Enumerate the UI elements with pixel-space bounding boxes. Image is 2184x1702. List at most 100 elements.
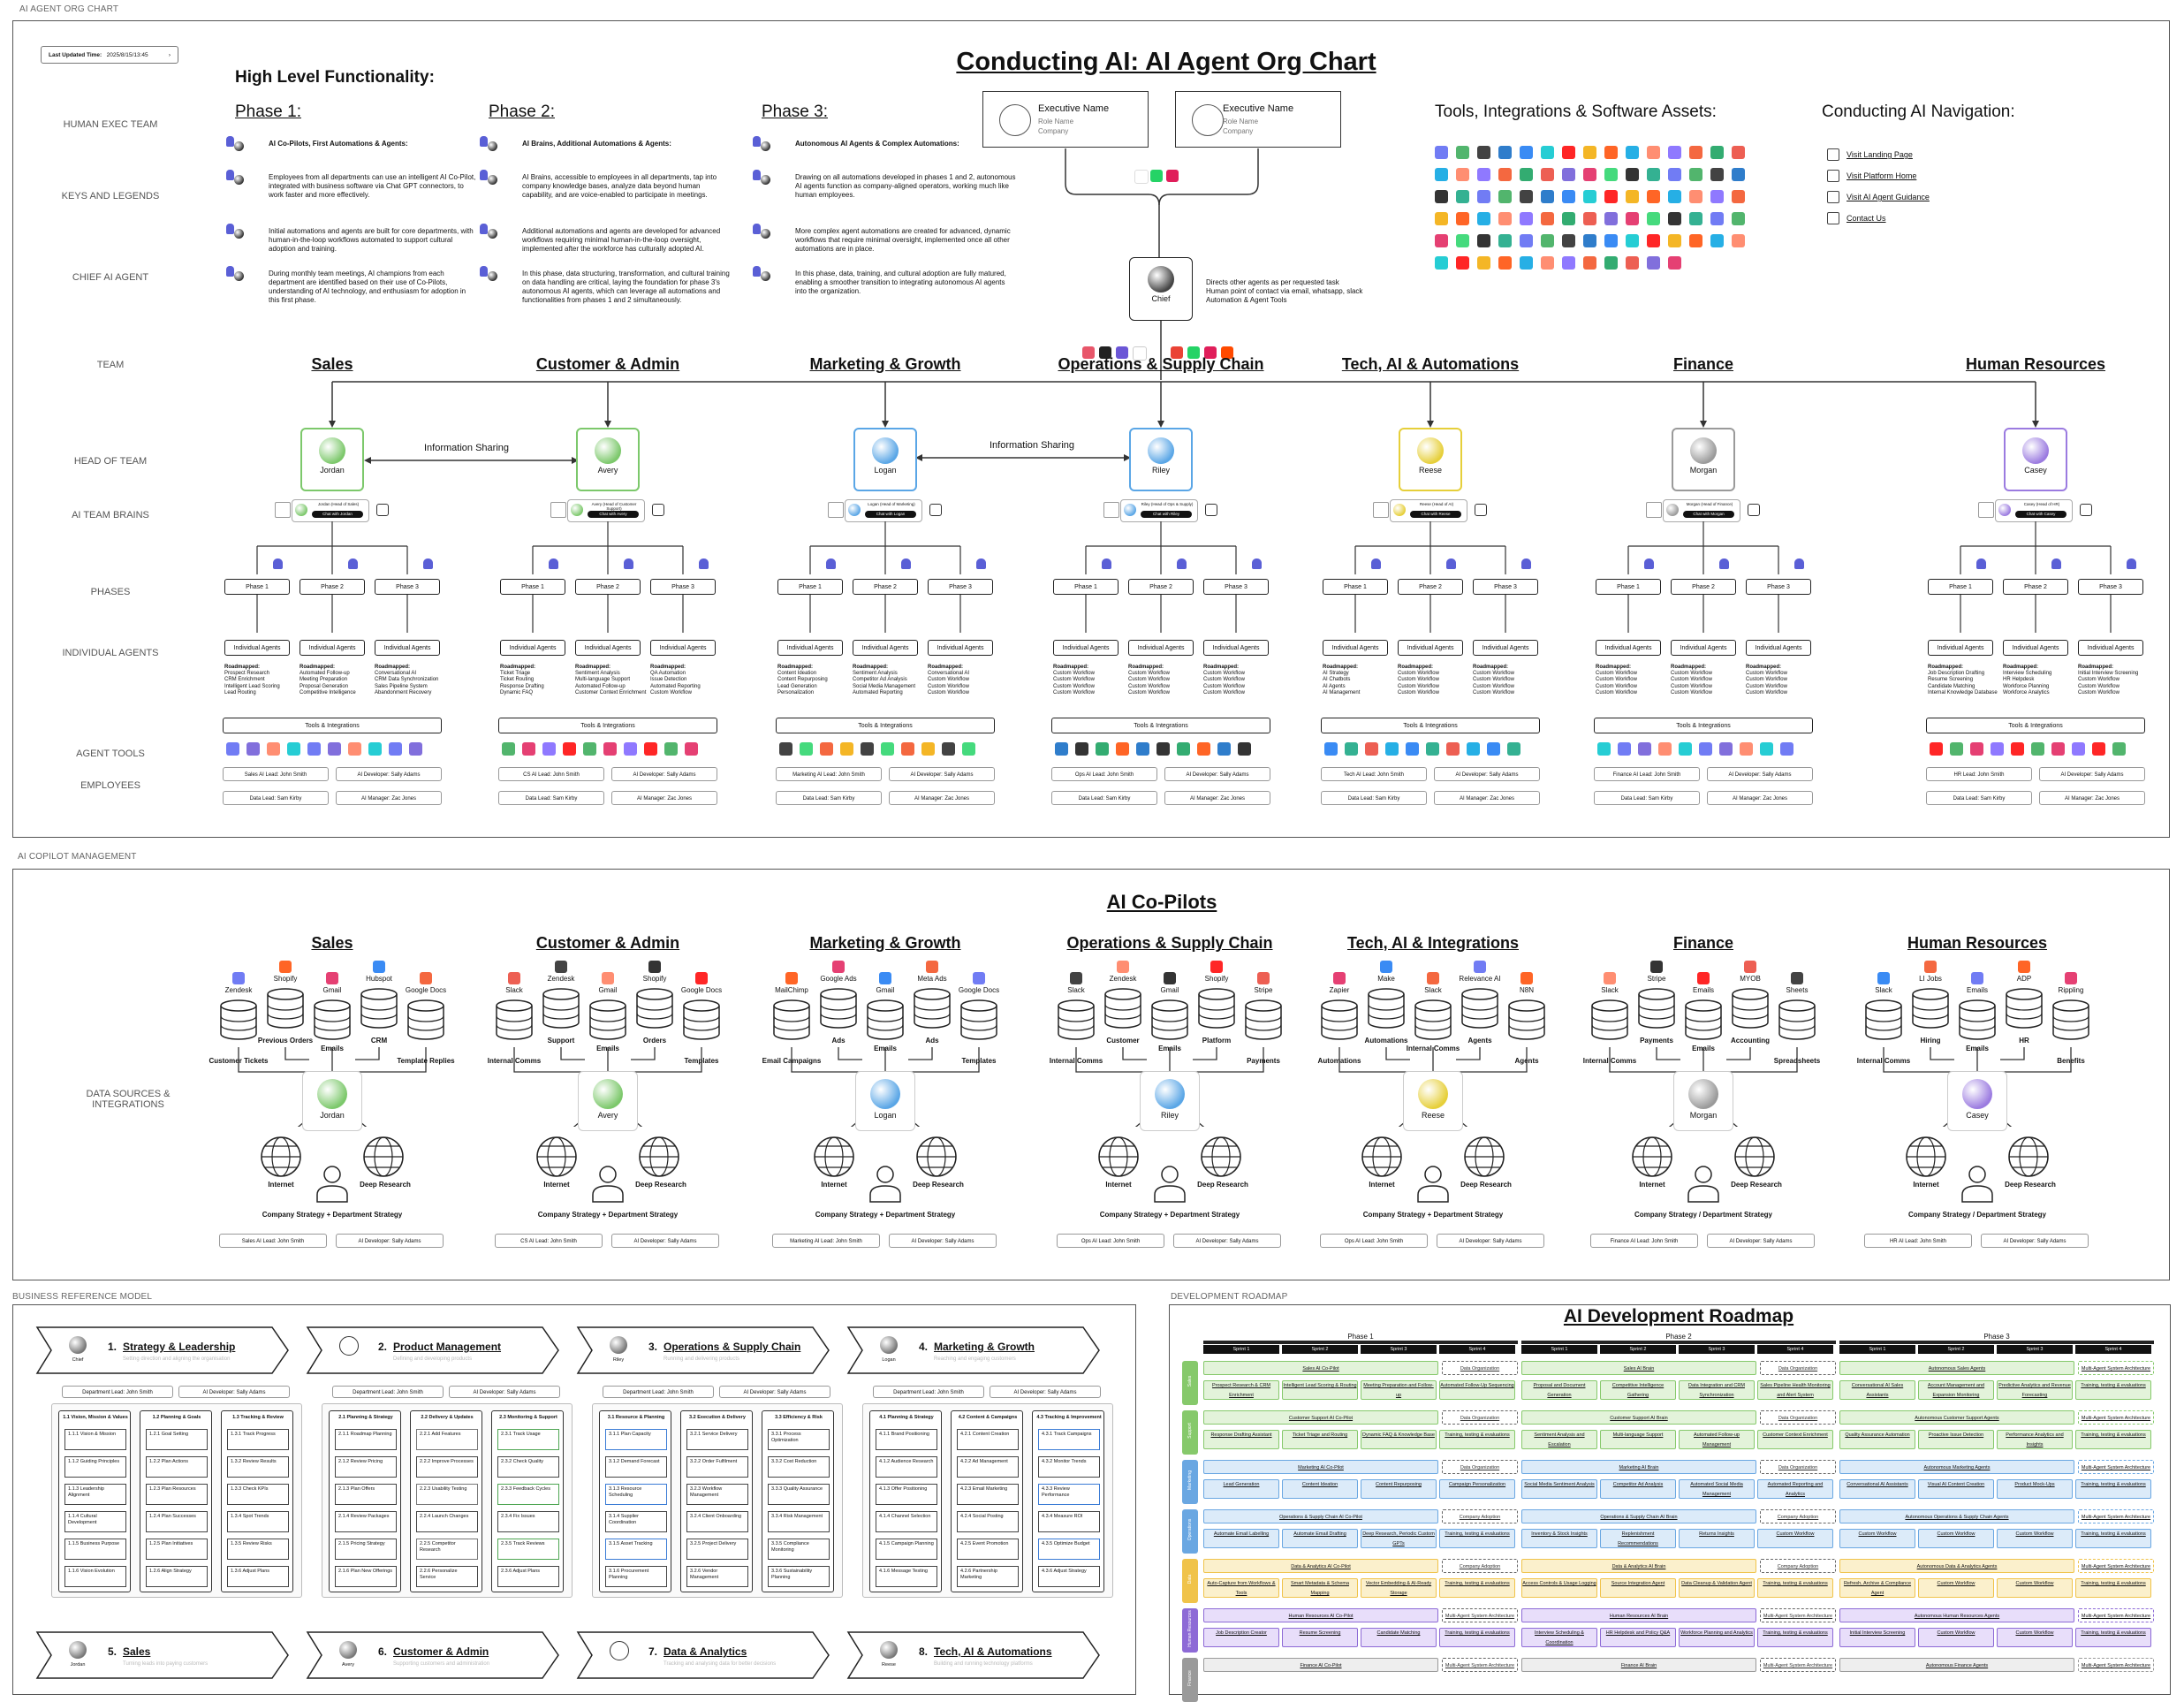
phase-box[interactable]: Phase 2	[1128, 579, 1194, 595]
employee-lead[interactable]: Sales AI Lead: John Smith	[223, 767, 329, 781]
phase-box[interactable]: Phase 2	[1671, 579, 1736, 595]
brm-item[interactable]: 1.2.4 Plan Successes	[146, 1511, 208, 1532]
employee-lead[interactable]: Ops AI Lead: John Smith	[1051, 767, 1157, 781]
brm-item[interactable]: 3.1.6 Procurement Planning	[605, 1566, 667, 1587]
employee-data[interactable]: Data Lead: Sam Kirby	[1926, 791, 2032, 805]
employee-manager[interactable]: AI Manager: Zac Jones	[1707, 791, 1813, 805]
roadmap-cell[interactable]: Vector Embedding & AI-Ready Storage	[1361, 1578, 1437, 1598]
brm-item[interactable]: 2.1.6 Plan New Offerings	[335, 1566, 397, 1587]
phase-box[interactable]: Phase 3	[650, 579, 716, 595]
roadmap-cell[interactable]: Returns Insights	[1679, 1529, 1755, 1548]
roadmap-cell[interactable]: Content Repurposing	[1361, 1479, 1437, 1499]
roadmap-cell[interactable]: Job Description Creator	[1203, 1628, 1279, 1647]
employee-data[interactable]: Data Lead: Sam Kirby	[498, 791, 604, 805]
roadmap-side-label[interactable]: Data Organization	[1760, 1410, 1836, 1425]
brm-item[interactable]: 4.1.6 Message Testing	[876, 1566, 937, 1587]
roadmap-cell[interactable]: Automate Email Labelling	[1203, 1529, 1279, 1548]
roadmap-cell[interactable]: HR Helpdesk and Policy Q&A	[1600, 1628, 1676, 1647]
ai-brain-box[interactable]: Casey (Head of HR) Chat with Casey	[1995, 499, 2073, 522]
brm-ai-dev[interactable]: AI Developer: Sally Adams	[449, 1386, 560, 1398]
roadmap-cell[interactable]: Sentiment Analysis and Escalation	[1521, 1430, 1597, 1449]
brm-item[interactable]: 2.2.2 Improve Processes	[416, 1456, 478, 1478]
roadmap-side-label[interactable]: Data Organization	[1442, 1410, 1518, 1425]
roadmap-cell[interactable]: Training, testing & evaluations	[1439, 1628, 1515, 1647]
roadmap-cell[interactable]: Data Integration and CRM Synchronization	[1679, 1380, 1755, 1400]
individual-agents-box[interactable]: Individual Agents	[575, 640, 641, 656]
employee-manager[interactable]: AI Manager: Zac Jones	[336, 791, 442, 805]
brm-item[interactable]: 4.1.3 Offer Positioning	[876, 1484, 937, 1505]
brm-item[interactable]: 3.2.4 Client Onboarding	[686, 1511, 748, 1532]
individual-agents-box[interactable]: Individual Agents	[1128, 640, 1194, 656]
nav-link[interactable]: Visit AI Agent Guidance	[1847, 193, 1930, 201]
brm-item[interactable]: 3.1.2 Demand Forecast	[605, 1456, 667, 1478]
brm-item[interactable]: 2.3.2 Check Quality	[497, 1456, 559, 1478]
phase-box[interactable]: Phase 1	[777, 579, 843, 595]
brm-ai-dev[interactable]: AI Developer: Sally Adams	[990, 1386, 1101, 1398]
roadmap-side-label[interactable]: Multi-Agent System Architecture	[2078, 1460, 2154, 1474]
employee-dev[interactable]: AI Developer: Sally Adams	[1707, 767, 1813, 781]
roadmap-cell[interactable]: Inventory & Stock Insights	[1521, 1529, 1597, 1548]
roadmap-cell[interactable]: Customer Context Enrichment	[1757, 1430, 1833, 1449]
brm-item[interactable]: 1.1.6 Vision Evolution	[64, 1566, 126, 1587]
employee-lead[interactable]: Tech AI Lead: John Smith	[1321, 767, 1427, 781]
copilot-lead[interactable]: Finance AI Lead: John Smith	[1590, 1234, 1698, 1248]
roadmap-cell[interactable]: Deep Research, Periodic Custom GPTs	[1361, 1529, 1437, 1548]
employee-dev[interactable]: AI Developer: Sally Adams	[2039, 767, 2145, 781]
copilot-lead[interactable]: CS AI Lead: John Smith	[495, 1234, 603, 1248]
roadmap-cell[interactable]: Multi-language Support	[1600, 1430, 1676, 1449]
roadmap-bar[interactable]: Sales AI Brain	[1521, 1361, 1756, 1375]
copilot-dev[interactable]: AI Developer: Sally Adams	[1173, 1234, 1281, 1248]
copilot-dev[interactable]: AI Developer: Sally Adams	[889, 1234, 997, 1248]
roadmap-cell[interactable]: Access Controls & Usage Logging	[1521, 1578, 1597, 1598]
brm-ai-dev[interactable]: AI Developer: Sally Adams	[178, 1386, 290, 1398]
nav-link[interactable]: Visit Landing Page	[1847, 150, 1913, 159]
brm-item[interactable]: 3.1.5 Asset Tracking	[605, 1539, 667, 1560]
roadmap-cell[interactable]: Dynamic FAQ & Knowledge Base	[1361, 1430, 1437, 1449]
individual-agents-box[interactable]: Individual Agents	[1473, 640, 1538, 656]
copilot-head-card[interactable]: Avery	[578, 1071, 638, 1131]
brm-item[interactable]: 4.3.6 Adjust Strategy	[1038, 1566, 1100, 1587]
roadmap-cell[interactable]: Smart Metadata & Schema Mapping	[1282, 1578, 1358, 1598]
roadmap-cell[interactable]: Product Mock-Ups	[1997, 1479, 2073, 1499]
brm-item[interactable]: 1.3.4 Spot Trends	[227, 1511, 289, 1532]
roadmap-side-label[interactable]: Company Adoption	[1760, 1509, 1836, 1523]
brm-item[interactable]: 3.3.5 Compliance Monitoring	[768, 1539, 830, 1560]
brm-item[interactable]: 4.2.4 Social Posting	[957, 1511, 1019, 1532]
phase-box[interactable]: Phase 1	[224, 579, 290, 595]
individual-agents-box[interactable]: Individual Agents	[1323, 640, 1388, 656]
brm-item[interactable]: 4.1.5 Campaign Planning	[876, 1539, 937, 1560]
individual-agents-box[interactable]: Individual Agents	[375, 640, 440, 656]
roadmap-cell[interactable]: Competitor Ad Analysis	[1600, 1479, 1676, 1499]
phase-box[interactable]: Phase 1	[1323, 579, 1388, 595]
employee-dev[interactable]: AI Developer: Sally Adams	[1434, 767, 1540, 781]
brm-item[interactable]: 3.3.2 Cost Reduction	[768, 1456, 830, 1478]
brm-item[interactable]: 1.2.6 Align Strategy	[146, 1566, 208, 1587]
employee-lead[interactable]: HR Lead: John Smith	[1926, 767, 2032, 781]
phase-box[interactable]: Phase 3	[1203, 579, 1269, 595]
roadmap-cell[interactable]: Replenishment Recommendations	[1600, 1529, 1676, 1548]
brm-item[interactable]: 4.1.2 Audience Research	[876, 1456, 937, 1478]
phase-box[interactable]: Phase 2	[2003, 579, 2068, 595]
brm-item[interactable]: 4.3.4 Measure ROI	[1038, 1511, 1100, 1532]
roadmap-bar[interactable]: Data & Analytics AI Brain	[1521, 1559, 1756, 1573]
ai-brain-box[interactable]: Avery (Head of Customer Support) Chat wit…	[567, 499, 645, 522]
brm-item[interactable]: 4.1.1 Brand Positioning	[876, 1429, 937, 1450]
brm-item[interactable]: 2.2.3 Usability Testing	[416, 1484, 478, 1505]
copilot-head-card[interactable]: Logan	[855, 1071, 915, 1131]
employee-data[interactable]: Data Lead: Sam Kirby	[1321, 791, 1427, 805]
brm-item[interactable]: 4.3.1 Track Campaigns	[1038, 1429, 1100, 1450]
individual-agents-box[interactable]: Individual Agents	[1746, 640, 1811, 656]
brm-item[interactable]: 1.1.3 Leadership Alignment	[64, 1484, 126, 1505]
individual-agents-box[interactable]: Individual Agents	[1596, 640, 1661, 656]
roadmap-cell[interactable]: Training, testing & evaluations	[2075, 1529, 2151, 1548]
ai-brain-box[interactable]: Logan (Head of Marketing) Chat with Logan	[845, 499, 922, 522]
phase-box[interactable]: Phase 2	[575, 579, 641, 595]
roadmap-cell[interactable]: Candidate Matching	[1361, 1628, 1437, 1647]
roadmap-side-label[interactable]: Company Adoption	[1442, 1509, 1518, 1523]
roadmap-cell[interactable]: Training, testing & evaluations	[1439, 1529, 1515, 1548]
nav-link[interactable]: Contact Us	[1847, 214, 1886, 223]
roadmap-cell[interactable]: Auto-Capture from Workflows & Tools	[1203, 1578, 1279, 1598]
tools-integrations-box[interactable]: Tools & Integrations	[1594, 718, 1813, 733]
copilot-head-card[interactable]: Morgan	[1673, 1071, 1733, 1131]
phase-box[interactable]: Phase 1	[1928, 579, 1993, 595]
